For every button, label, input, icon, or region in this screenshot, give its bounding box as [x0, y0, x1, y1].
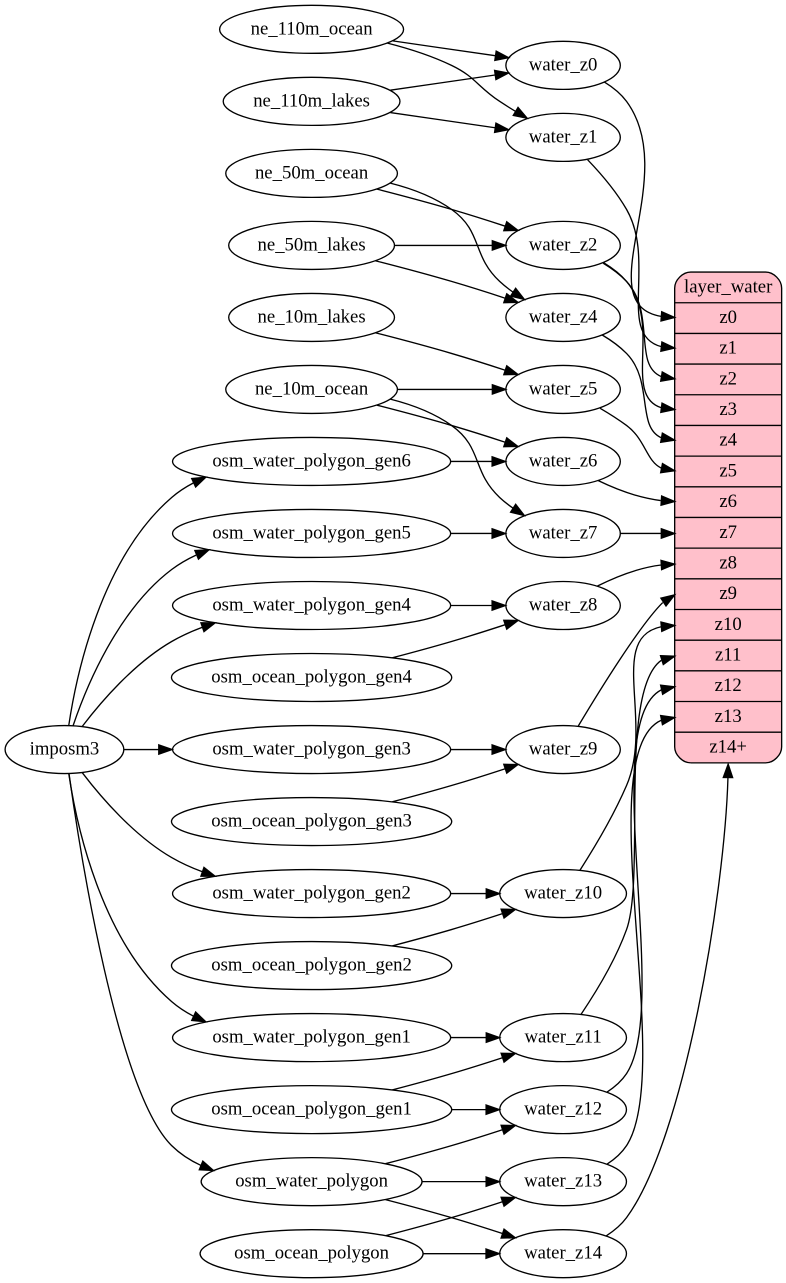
svg-text:water_z13: water_z13	[524, 1171, 602, 1192]
svg-text:water_z4: water_z4	[529, 306, 598, 327]
svg-text:osm_water_polygon_gen5: osm_water_polygon_gen5	[212, 522, 411, 543]
svg-text:z13: z13	[715, 706, 742, 727]
svg-text:z5: z5	[719, 460, 737, 481]
svg-text:z10: z10	[715, 614, 742, 635]
svg-text:z1: z1	[719, 338, 737, 359]
svg-text:z4: z4	[719, 430, 737, 451]
svg-text:z0: z0	[719, 307, 737, 328]
svg-text:z2: z2	[719, 368, 737, 389]
svg-text:osm_ocean_polygon_gen4: osm_ocean_polygon_gen4	[211, 666, 412, 687]
svg-text:z14+: z14+	[709, 736, 747, 757]
svg-text:osm_water_polygon_gen1: osm_water_polygon_gen1	[212, 1027, 411, 1048]
svg-text:ne_110m_ocean: ne_110m_ocean	[251, 18, 374, 39]
svg-text:water_z14: water_z14	[524, 1243, 603, 1264]
svg-text:water_z1: water_z1	[529, 126, 598, 147]
svg-text:osm_ocean_polygon: osm_ocean_polygon	[234, 1243, 390, 1264]
svg-text:ne_110m_lakes: ne_110m_lakes	[253, 90, 370, 111]
svg-text:osm_water_polygon_gen4: osm_water_polygon_gen4	[212, 594, 411, 615]
svg-text:water_z2: water_z2	[529, 234, 598, 255]
svg-text:water_z5: water_z5	[529, 378, 598, 399]
svg-text:osm_ocean_polygon_gen3: osm_ocean_polygon_gen3	[211, 811, 412, 832]
svg-text:ne_50m_lakes: ne_50m_lakes	[258, 234, 366, 255]
svg-text:osm_water_polygon_gen6: osm_water_polygon_gen6	[212, 450, 411, 471]
svg-text:imposm3: imposm3	[30, 738, 100, 759]
svg-text:z8: z8	[719, 552, 737, 573]
svg-text:layer_water: layer_water	[684, 276, 773, 297]
svg-text:water_z11: water_z11	[524, 1027, 601, 1048]
svg-text:ne_10m_ocean: ne_10m_ocean	[255, 378, 369, 399]
svg-text:ne_10m_lakes: ne_10m_lakes	[258, 306, 366, 327]
svg-text:z11: z11	[715, 644, 741, 665]
svg-text:water_z6: water_z6	[529, 450, 598, 471]
svg-text:ne_50m_ocean: ne_50m_ocean	[255, 162, 369, 183]
svg-text:water_z10: water_z10	[524, 883, 602, 904]
svg-text:water_z8: water_z8	[529, 594, 598, 615]
svg-text:water_z7: water_z7	[529, 522, 598, 543]
svg-text:osm_water_polygon: osm_water_polygon	[235, 1171, 388, 1192]
svg-text:osm_ocean_polygon_gen1: osm_ocean_polygon_gen1	[211, 1099, 412, 1120]
svg-text:osm_water_polygon_gen3: osm_water_polygon_gen3	[212, 738, 411, 759]
svg-text:water_z9: water_z9	[529, 738, 598, 759]
svg-text:z3: z3	[719, 399, 737, 420]
svg-text:osm_water_polygon_gen2: osm_water_polygon_gen2	[212, 883, 411, 904]
svg-text:z12: z12	[715, 675, 742, 696]
svg-text:z9: z9	[719, 583, 737, 604]
svg-text:water_z12: water_z12	[524, 1099, 602, 1120]
svg-text:osm_ocean_polygon_gen2: osm_ocean_polygon_gen2	[211, 955, 412, 976]
svg-text:z7: z7	[719, 522, 737, 543]
svg-text:water_z0: water_z0	[529, 54, 598, 75]
svg-text:z6: z6	[719, 491, 737, 512]
